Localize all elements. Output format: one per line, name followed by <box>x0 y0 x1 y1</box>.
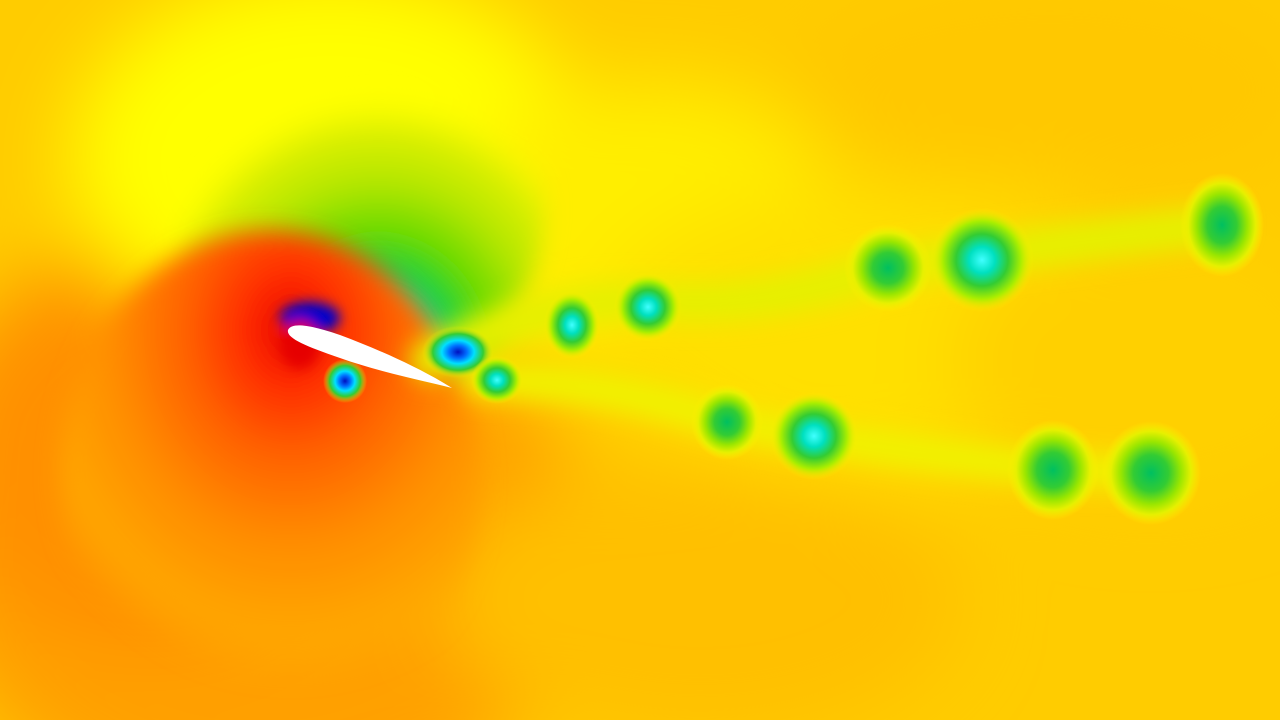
vortex-core <box>1180 173 1264 277</box>
vortex-core <box>323 359 367 403</box>
vortex-core <box>422 326 494 378</box>
vortex-core <box>691 384 763 460</box>
vortex-core <box>930 208 1034 312</box>
vortex-core <box>844 224 932 312</box>
airfoil-shape <box>287 325 452 388</box>
vortex-core <box>770 392 858 480</box>
vortex-street <box>323 173 1264 525</box>
vortex-core <box>544 291 600 359</box>
vortex-core <box>614 273 682 341</box>
vortex-core <box>1101 421 1201 525</box>
vortex-core <box>1007 420 1099 520</box>
vortex-core <box>471 356 523 404</box>
pressure-region <box>60 230 480 720</box>
